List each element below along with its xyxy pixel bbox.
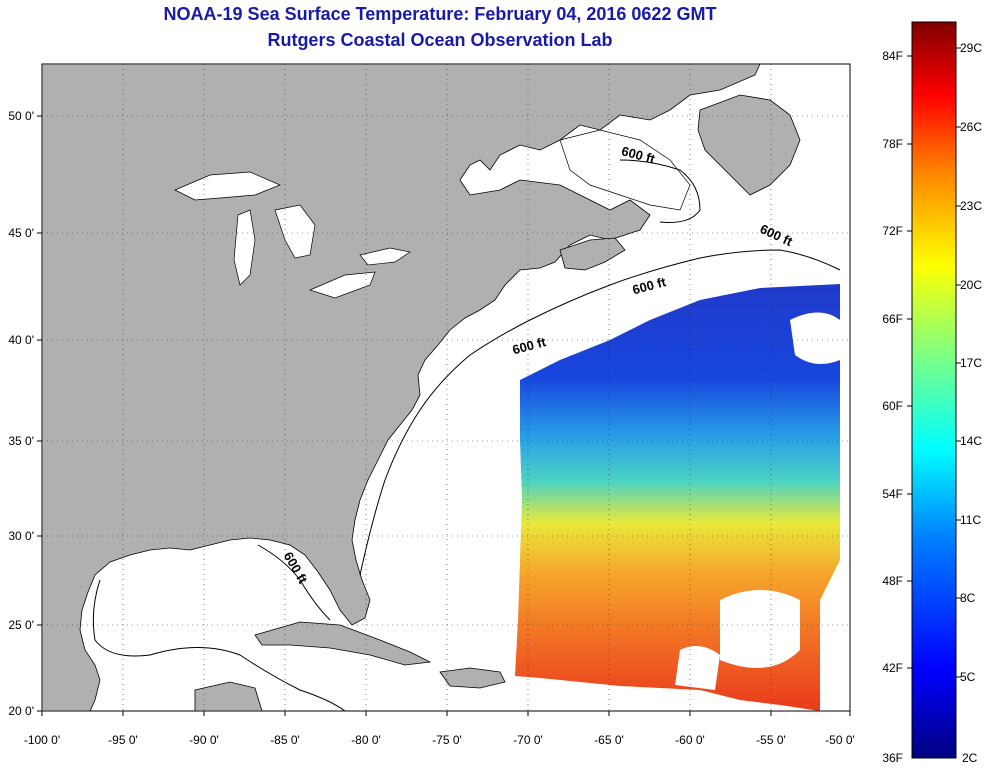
land-nova-scotia <box>559 237 626 271</box>
colorbar-c-label: 11C <box>960 513 981 527</box>
contour-600ft <box>257 544 331 621</box>
lon-tick-label: -95 0' <box>108 733 138 747</box>
contour-600ft <box>359 249 841 576</box>
land-cuba <box>254 621 432 666</box>
lake-superior <box>174 171 281 201</box>
lat-tick-label: 40 0' <box>8 333 34 347</box>
cloud-patch <box>720 590 800 668</box>
land-newfoundland <box>697 94 801 196</box>
colorbar-c-label: 5C <box>960 670 976 684</box>
colorbar-c-label: 26C <box>960 120 982 134</box>
lake-huron <box>274 204 316 259</box>
map-title: NOAA-19 Sea Surface Temperature: Februar… <box>163 4 717 24</box>
colorbar-f-label: 42F <box>882 661 903 675</box>
colorbar-c-label: 20C <box>960 278 982 292</box>
frame-ticks <box>37 115 851 716</box>
lon-tick-label: -70 0' <box>513 733 543 747</box>
colorbar-f-label: 78F <box>882 137 903 151</box>
cloud-patch <box>790 312 840 364</box>
colorbar-c-label: 14C <box>960 434 982 448</box>
gulf-st-lawrence <box>559 129 691 211</box>
lat-tick-label: 20 0' <box>8 704 34 718</box>
colorbar-f-label: 66F <box>882 312 903 326</box>
lake-ontario <box>359 247 411 266</box>
colorbar-f-label: 60F <box>882 399 903 413</box>
lon-tick-label: -50 0' <box>825 733 855 747</box>
lat-tick-label: 30 0' <box>8 529 34 543</box>
colorbar-c-label: 29C <box>960 41 982 55</box>
lon-tick-label: -85 0' <box>270 733 300 747</box>
contour-600ft <box>619 159 701 223</box>
cloud-patch <box>675 646 720 690</box>
lat-tick-label: 50 0' <box>8 109 34 123</box>
land-hispaniola <box>439 667 506 689</box>
colorbar-c-label: 2C <box>962 751 978 765</box>
lat-tick-label: 45 0' <box>8 226 34 240</box>
lake-erie <box>309 271 376 299</box>
colorbar-c-label: 8C <box>960 591 976 605</box>
lake-michigan <box>233 209 256 286</box>
land-north-america <box>42 64 761 711</box>
colorbar-f-label: 48F <box>882 574 903 588</box>
lon-tick-label: -100 0' <box>24 733 60 747</box>
contour-600ft <box>92 579 346 711</box>
lat-tick-label: 35 0' <box>8 434 34 448</box>
colorbar-f-label: 36F <box>882 751 903 765</box>
colorbar <box>911 21 957 759</box>
colorbar-c-label: 17C <box>960 356 982 370</box>
colorbar-f-label: 72F <box>882 224 903 238</box>
lon-tick-label: -60 0' <box>675 733 705 747</box>
colorbar-ticks <box>907 47 961 678</box>
lon-tick-label: -90 0' <box>189 733 219 747</box>
lon-tick-label: -55 0' <box>756 733 786 747</box>
map-subtitle: Rutgers Coastal Ocean Observation Lab <box>267 30 613 50</box>
colorbar-f-label: 54F <box>882 487 903 501</box>
colorbar-c-label: 23C <box>960 199 982 213</box>
lon-tick-label: -80 0' <box>351 733 381 747</box>
land-yucatan <box>194 681 263 711</box>
colorbar-f-label: 84F <box>882 49 903 63</box>
lon-tick-label: -75 0' <box>432 733 462 747</box>
lon-tick-label: -65 0' <box>594 733 624 747</box>
lat-tick-label: 25 0' <box>8 618 34 632</box>
